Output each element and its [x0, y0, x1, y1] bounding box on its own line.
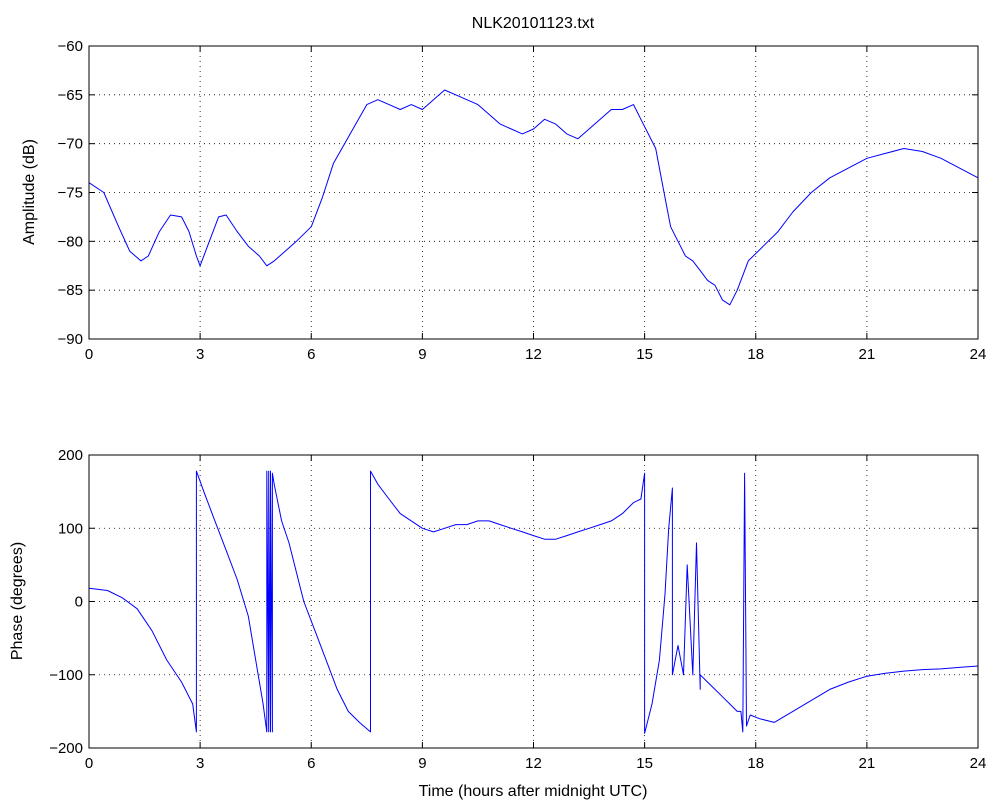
phase-chart: 0 3 6 9 12 15 18 21 24 −200 −100 0 100 200 Phase (deg… — [9, 447, 986, 800]
phase-grid — [89, 455, 978, 748]
amplitude-x-tick-label: 6 — [307, 346, 315, 363]
amplitude-x-tick-label: 0 — [85, 346, 93, 363]
phase-y-tick-label: 0 — [75, 594, 83, 611]
time-x-axis-label: Time (hours after midnight UTC) — [419, 783, 648, 800]
phase-x-tick-label: 15 — [636, 755, 653, 772]
amplitude-chart: 0 3 6 9 12 15 18 21 24 −90 −85 −80 −75 −70 −65 −60 Ampl… — [21, 38, 986, 363]
phase-x-tick-label: 24 — [970, 755, 987, 772]
amplitude-y-tick-label: −60 — [58, 38, 83, 55]
phase-x-tick-label: 18 — [747, 755, 764, 772]
amplitude-series-line — [88, 89, 979, 306]
amplitude-y-tick-label: −70 — [58, 136, 83, 153]
amplitude-y-tick-label: −90 — [58, 331, 83, 348]
amplitude-x-tick-label: 21 — [859, 346, 876, 363]
phase-series-line — [88, 470, 979, 734]
amplitude-y-tick-label: −65 — [58, 87, 83, 104]
amplitude-x-tick-label: 9 — [418, 346, 426, 363]
chart-title: NLK20101123.txt — [472, 15, 595, 32]
phase-x-tick-label: 9 — [418, 755, 426, 772]
amplitude-y-tick-label: −75 — [58, 185, 83, 202]
phase-x-tick-label: 3 — [196, 755, 204, 772]
amplitude-grid — [89, 46, 978, 339]
phase-y-tick-label: −200 — [49, 740, 83, 757]
amplitude-y-axis-label: Amplitude (dB) — [21, 139, 38, 245]
amplitude-trace — [88, 89, 979, 306]
amplitude-x-tick-label: 24 — [970, 346, 987, 363]
phase-x-tick-label: 21 — [859, 755, 876, 772]
phase-x-tick-label: 12 — [525, 755, 542, 772]
amplitude-y-tick-label: −85 — [58, 282, 83, 299]
phase-y-tick-label: 100 — [58, 520, 83, 537]
amplitude-x-tick-label: 3 — [196, 346, 204, 363]
phase-y-axis-label: Phase (degrees) — [9, 542, 26, 660]
phase-y-tick-label: 200 — [58, 447, 83, 464]
amplitude-x-tick-label: 15 — [636, 346, 653, 363]
amplitude-x-tick-label: 12 — [525, 346, 542, 363]
phase-trace — [88, 470, 979, 734]
phase-y-tick-label: −100 — [49, 667, 83, 684]
amplitude-ticks: 0 3 6 9 12 15 18 21 24 −90 −85 −80 −75 −70 −65 −60 — [58, 38, 987, 363]
phase-x-tick-label: 0 — [85, 755, 93, 772]
amplitude-x-tick-label: 18 — [747, 346, 764, 363]
phase-x-tick-label: 6 — [307, 755, 315, 772]
amplitude-y-tick-label: −80 — [58, 233, 83, 250]
phase-ticks: 0 3 6 9 12 15 18 21 24 −200 −100 0 100 200 — [49, 447, 986, 772]
